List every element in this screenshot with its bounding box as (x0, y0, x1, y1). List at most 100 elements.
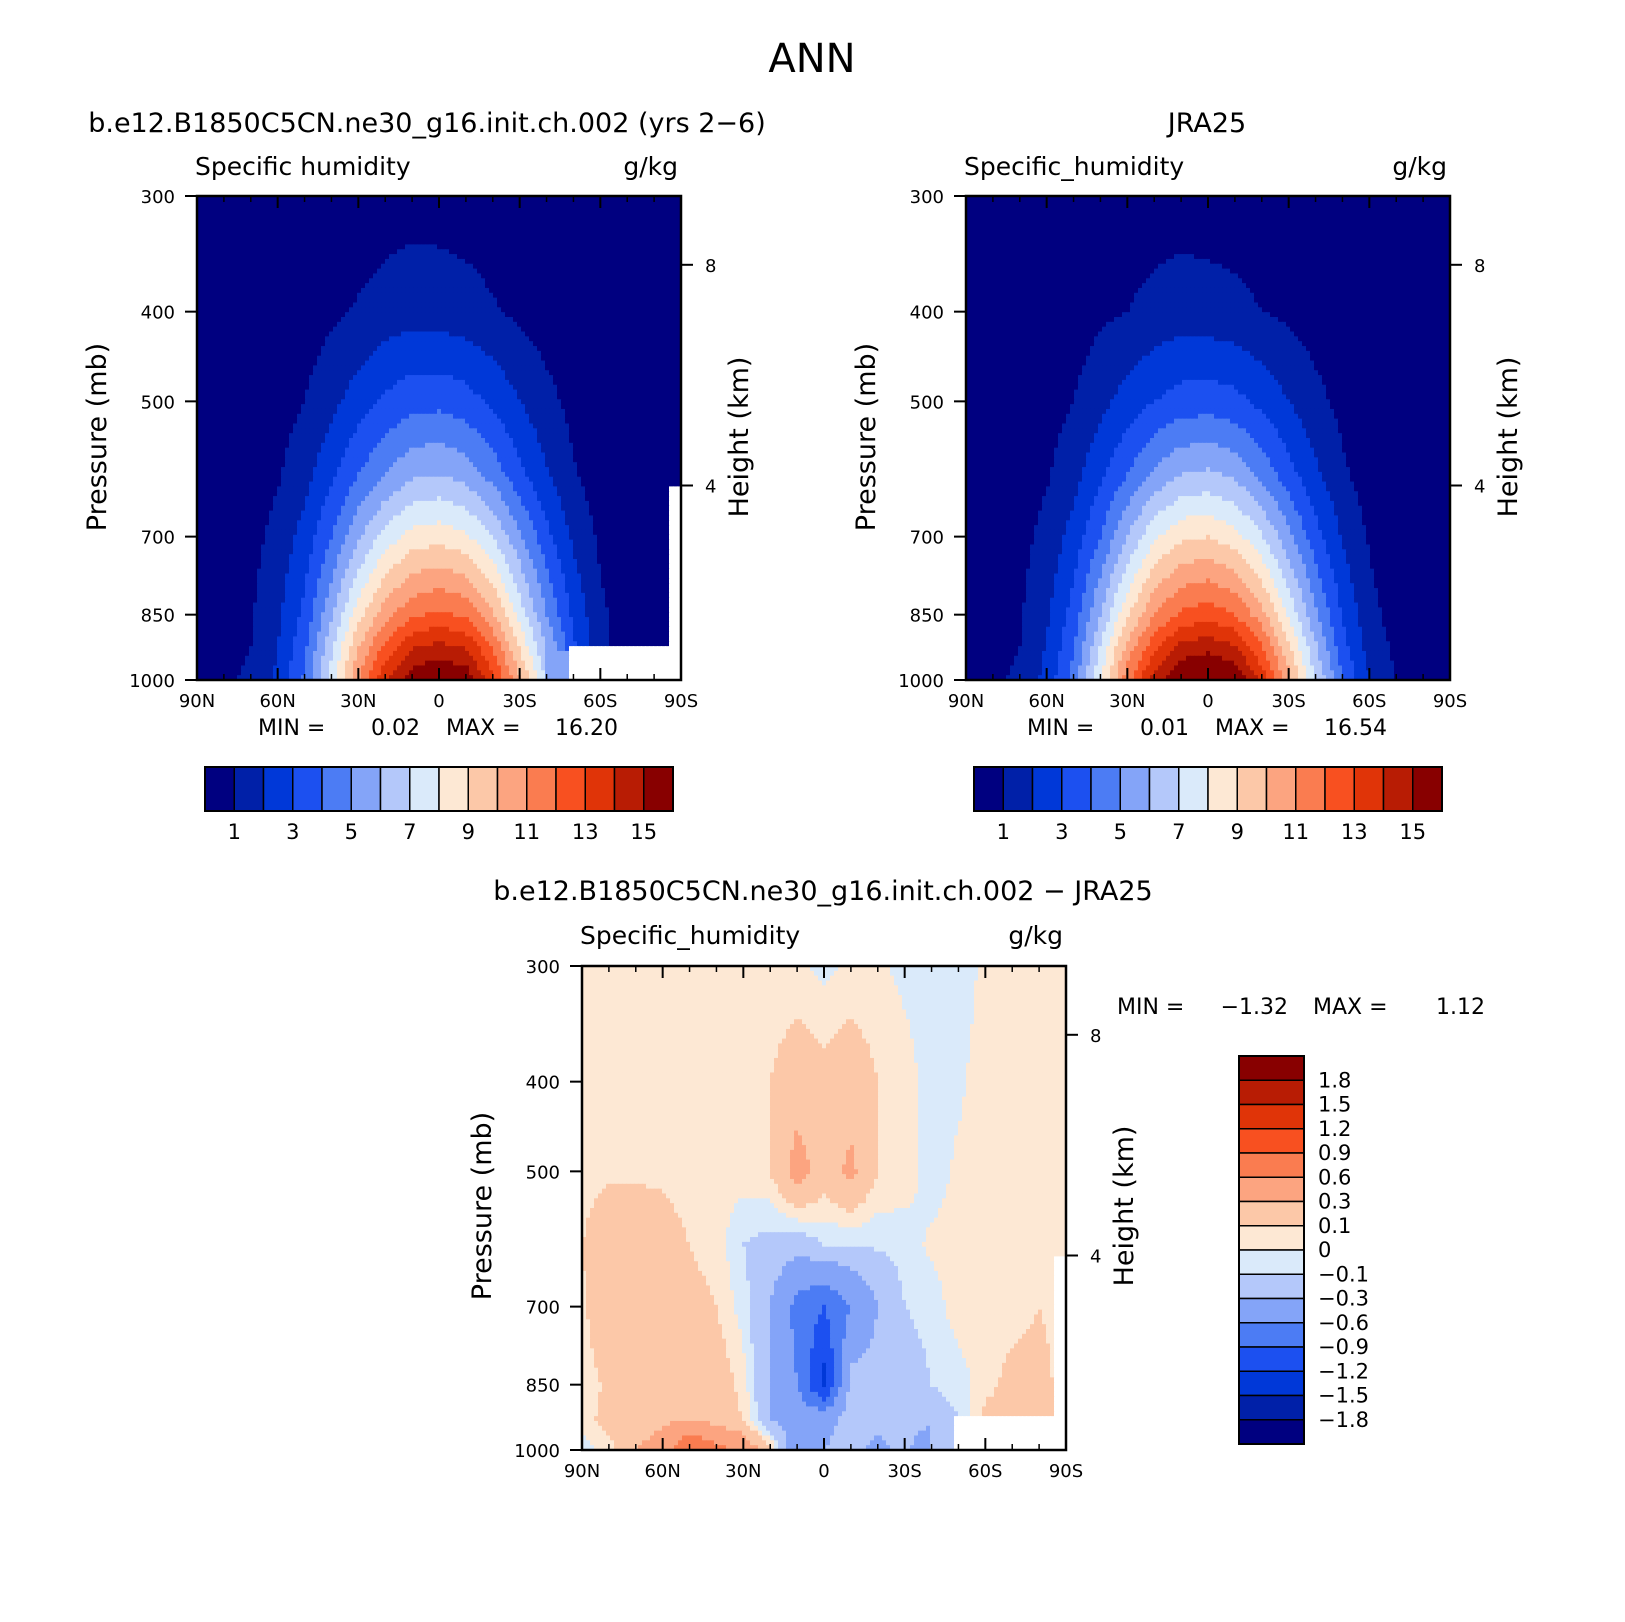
contour-cell (285, 298, 290, 303)
contour-cell (501, 240, 506, 245)
contour-cell (209, 390, 214, 395)
contour-cell (353, 288, 358, 293)
contour-cell (493, 322, 498, 327)
contour-cell (317, 259, 322, 264)
contour-cell (217, 302, 222, 307)
contour-cell (549, 235, 554, 240)
contour-cell (449, 201, 454, 206)
contour-cell (621, 269, 626, 274)
contour-cell (553, 361, 558, 366)
contour-cell (409, 375, 414, 380)
contour-cell (669, 288, 674, 293)
contour-cell (545, 312, 550, 317)
contour-cell (369, 332, 374, 337)
contour-cell (517, 298, 522, 303)
contour-cell (585, 269, 590, 274)
contour-cell (609, 361, 614, 366)
contour-cell (461, 235, 466, 240)
contour-cell (477, 385, 482, 390)
contour-cell (609, 327, 614, 332)
contour-cell (201, 225, 206, 230)
contour-cell (609, 201, 614, 206)
contour-cell (433, 351, 438, 356)
contour-cell (561, 356, 566, 361)
contour-cell (225, 249, 230, 254)
contour-cell (213, 336, 218, 341)
contour-cell (529, 293, 534, 298)
contour-cell (301, 327, 306, 332)
contour-cell (465, 240, 470, 245)
contour-cell (305, 264, 310, 269)
contour-cell (489, 312, 494, 317)
contour-cell (205, 201, 210, 206)
contour-cell (253, 332, 258, 337)
contour-cell (453, 288, 458, 293)
contour-cell (261, 380, 266, 385)
contour-cell (357, 220, 362, 225)
contour-cell (397, 322, 402, 327)
contour-cell (229, 307, 234, 312)
contour-cell (633, 288, 638, 293)
contour-cell (321, 312, 326, 317)
contour-cell (449, 215, 454, 220)
contour-cell (569, 390, 574, 395)
contour-cell (301, 235, 306, 240)
contour-cell (273, 317, 278, 322)
contour-cell (673, 201, 678, 206)
contour-cell (485, 211, 490, 216)
contour-cell (605, 346, 610, 351)
contour-cell (525, 288, 530, 293)
contour-cell (477, 278, 482, 283)
contour-cell (553, 273, 558, 278)
contour-cell (593, 317, 598, 322)
contour-cell (201, 385, 206, 390)
contour-cell (485, 385, 490, 390)
contour-cell (641, 307, 646, 312)
contour-cell (381, 332, 386, 337)
contour-cell (249, 298, 254, 303)
contour-cell (365, 206, 370, 211)
contour-cell (453, 244, 458, 249)
contour-cell (505, 269, 510, 274)
contour-cell (309, 264, 314, 269)
contour-cell (457, 370, 462, 375)
contour-cell (649, 240, 654, 245)
contour-cell (645, 293, 650, 298)
contour-cell (261, 317, 266, 322)
contour-cell (517, 244, 522, 249)
plot-area: 90N 60N 30N 0 30S 60S 90S300400500700850100084 (129, 187, 716, 712)
contour-cell (389, 288, 394, 293)
contour-cell (469, 365, 474, 370)
contour-cell (217, 327, 222, 332)
contour-cell (461, 230, 466, 235)
contour-cell (609, 244, 614, 249)
contour-cell (545, 288, 550, 293)
contour-cell (493, 298, 498, 303)
contour-cell (257, 302, 262, 307)
contour-cell (357, 332, 362, 337)
contour-cell (353, 244, 358, 249)
contour-cell (289, 390, 294, 395)
contour-cell (293, 346, 298, 351)
contour-cell (237, 380, 242, 385)
contour-cell (525, 332, 530, 337)
contour-cell (329, 269, 334, 274)
contour-cell (373, 302, 378, 307)
contour-cell (525, 220, 530, 225)
contour-cell (473, 317, 478, 322)
contour-cell (261, 365, 266, 370)
contour-cell (633, 273, 638, 278)
contour-cell (469, 288, 474, 293)
contour-cell (453, 390, 458, 395)
contour-cell (537, 380, 542, 385)
contour-cell (245, 351, 250, 356)
contour-cell (573, 351, 578, 356)
contour-cell (553, 327, 558, 332)
contour-cell (621, 341, 626, 346)
contour-cell (633, 215, 638, 220)
contour-cell (461, 317, 466, 322)
contour-cell (373, 240, 378, 245)
contour-cell (537, 327, 542, 332)
contour-cell (613, 361, 618, 366)
contour-cell (441, 206, 446, 211)
